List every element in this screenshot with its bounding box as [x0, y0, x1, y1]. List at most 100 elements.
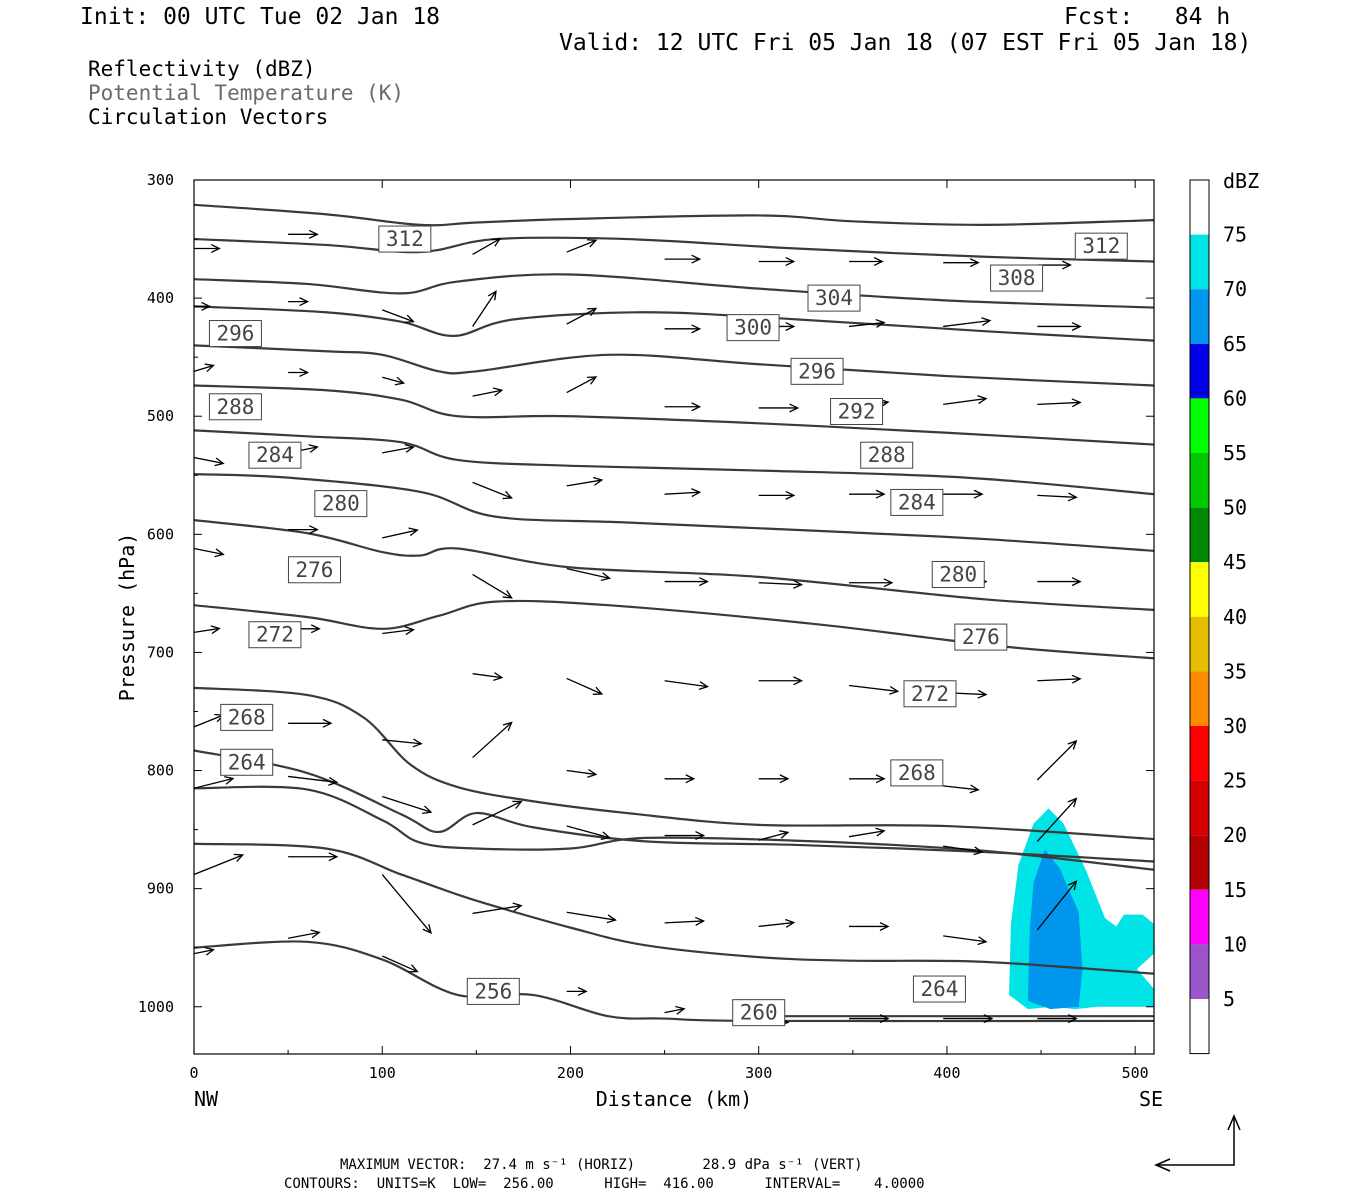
contour-label: 280	[931, 560, 985, 588]
vector-head	[779, 774, 790, 784]
circulation-vector	[287, 929, 321, 939]
vector-shaft	[194, 949, 214, 955]
contour-label-text: 300	[734, 316, 772, 340]
circulation-vector	[943, 395, 988, 406]
circulation-vector	[1036, 797, 1078, 842]
contour-label: 256	[466, 977, 520, 1005]
vector-head	[299, 297, 310, 307]
theta-contour-276k	[194, 599, 1154, 660]
circulation-vector	[848, 318, 886, 328]
circulation-vector	[664, 488, 702, 498]
vector-shaft	[566, 239, 597, 253]
theta-contour-260k	[194, 842, 1154, 975]
vector-head	[875, 489, 886, 499]
x-tick-label: 300	[745, 1064, 772, 1082]
colorbar-level-label: 70	[1223, 277, 1247, 301]
circulation-vector	[566, 567, 612, 581]
vector-head	[695, 831, 706, 840]
circulation-vector	[1036, 739, 1078, 781]
y-axis-label: Pressure (hPa)	[115, 533, 139, 702]
vector-head	[983, 1014, 994, 1024]
colorbar-segment	[1190, 671, 1209, 726]
contour-label-box	[287, 556, 341, 584]
vector-head	[785, 918, 796, 928]
circulation-vector	[194, 547, 225, 558]
circulation-vector	[758, 830, 790, 841]
colorbar-segment	[1190, 944, 1209, 999]
colorbar-segment	[1190, 453, 1209, 508]
vector-head	[328, 852, 339, 862]
colorbar-segment	[1190, 835, 1209, 890]
contour-label-text: 292	[838, 399, 876, 423]
vector-head	[1071, 577, 1082, 587]
y-tick-label: 400	[147, 289, 174, 307]
circulation-vector	[194, 301, 212, 311]
contour-label-text: 308	[998, 266, 1036, 290]
colorbar-level-label: 30	[1223, 714, 1247, 738]
vector-head	[969, 784, 980, 794]
vector-head	[586, 239, 598, 248]
circulation-vector	[472, 481, 513, 500]
contour-label: 272	[248, 621, 302, 649]
colorbar-level-label: 60	[1223, 386, 1247, 410]
contour-label-text: 260	[740, 1001, 778, 1025]
contour-label-box	[954, 623, 1008, 651]
circulation-vector	[758, 676, 804, 686]
theta-contour-304k	[194, 273, 1154, 309]
reference-vector-up-head	[1227, 1114, 1241, 1131]
contour-label-box	[726, 314, 780, 342]
colorbar-level-label: 25	[1223, 769, 1247, 793]
contour-label: 296	[208, 320, 262, 348]
plot-frame	[193, 179, 1155, 1055]
circulation-vector	[472, 672, 504, 682]
circulation-vector	[382, 626, 415, 636]
y-tick-label: 700	[147, 643, 174, 661]
vector-head	[973, 489, 984, 499]
vector-head	[490, 238, 502, 247]
vector-head	[592, 476, 604, 486]
contour-label-text: 296	[798, 359, 836, 383]
circulation-vector	[943, 935, 988, 946]
x-tick-label: 400	[933, 1064, 960, 1082]
circulation-vector	[1037, 1014, 1078, 1024]
circulation-vector	[472, 721, 513, 759]
colorbar-segment	[1190, 726, 1209, 781]
vector-shaft	[1037, 401, 1081, 406]
colorbar-segment	[1190, 398, 1209, 453]
circulation-vector	[194, 363, 215, 373]
vector-head	[299, 368, 310, 378]
field-potential-temperature: Potential Temperature (K)	[88, 81, 405, 105]
colorbar-level-label: 5	[1223, 987, 1235, 1011]
theta-contour-312k	[194, 203, 1154, 227]
theta-contour-292k	[194, 384, 1154, 446]
contour-info: CONTOURS: UNITS=K LOW= 256.00 HIGH= 416.…	[284, 1176, 925, 1192]
circulation-vector	[943, 784, 980, 794]
colorbar-level-label: 15	[1223, 878, 1247, 902]
vector-shaft	[287, 931, 320, 939]
vector-head	[675, 1005, 686, 1015]
vector-shaft	[472, 290, 497, 327]
y-tick-label: 1000	[138, 998, 174, 1016]
theta-contour-280k	[194, 519, 1154, 612]
vector-head	[1067, 739, 1078, 750]
vector-shaft	[664, 1008, 685, 1014]
contour-label: 264	[912, 975, 966, 1003]
contour-label-box	[1074, 232, 1128, 260]
vector-shaft	[382, 739, 422, 745]
vector-head	[224, 776, 235, 785]
vector-shaft	[381, 955, 418, 973]
circulation-vector	[566, 239, 598, 253]
vector-head	[793, 579, 804, 589]
vector-head	[691, 402, 702, 412]
vector-shaft	[472, 800, 522, 826]
vector-shaft	[472, 481, 512, 499]
contour-label: 288	[208, 393, 262, 421]
vector-head	[493, 672, 504, 682]
circulation-vector	[943, 317, 992, 328]
x-tick-label: 200	[557, 1064, 584, 1082]
vector-head	[600, 831, 612, 841]
contour-label-box	[931, 560, 985, 588]
vector-shaft	[1037, 494, 1077, 498]
circulation-vector	[664, 831, 706, 840]
contour-label: 312	[378, 225, 432, 253]
